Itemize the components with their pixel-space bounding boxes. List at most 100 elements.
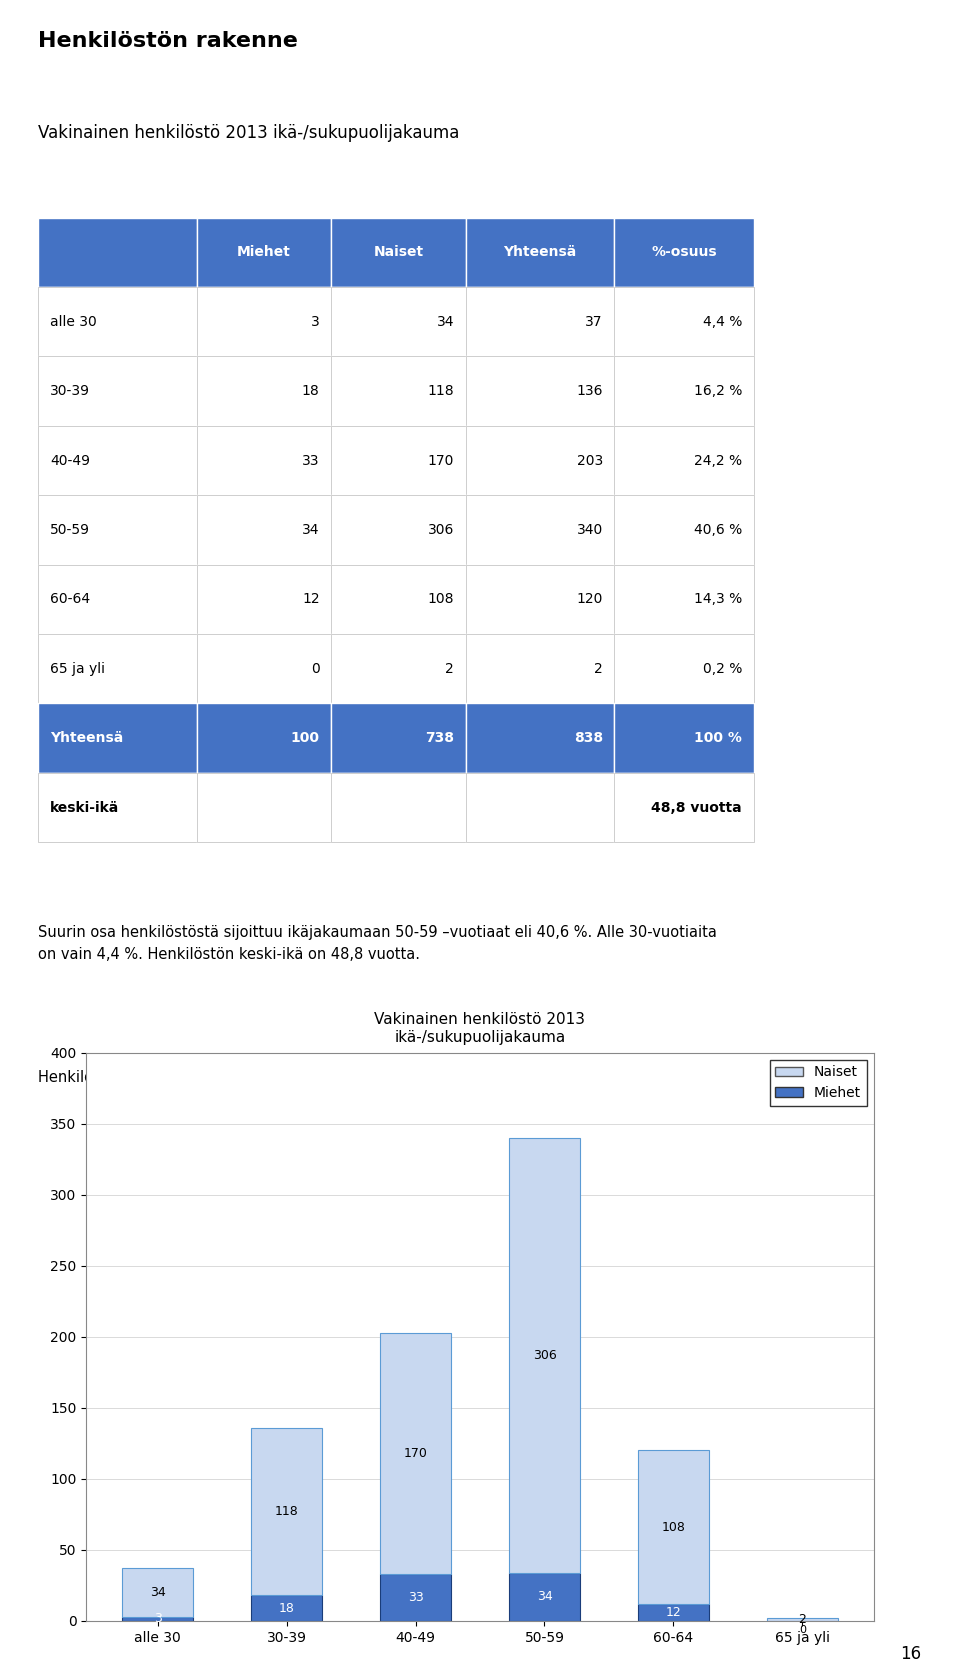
Bar (197, 426, 331, 495)
Text: 100 %: 100 % (694, 732, 742, 745)
Bar (614, 633, 754, 703)
Text: Naiset: Naiset (373, 246, 423, 259)
Bar (38, 633, 197, 703)
Bar (466, 356, 614, 426)
Text: 37: 37 (586, 314, 603, 329)
Bar (638, 1450, 708, 1604)
Bar (197, 774, 331, 842)
Bar (197, 287, 331, 356)
Bar (509, 1138, 580, 1572)
Bar (466, 495, 614, 565)
Text: Miehet: Miehet (237, 246, 291, 259)
Bar (331, 426, 466, 495)
Text: 18: 18 (278, 1601, 295, 1614)
Text: 0: 0 (311, 662, 320, 675)
Bar (197, 495, 331, 565)
Text: 170: 170 (428, 453, 454, 468)
Bar (331, 495, 466, 565)
Bar (38, 495, 197, 565)
Bar (466, 217, 614, 287)
Bar (466, 356, 614, 426)
Bar (466, 774, 614, 842)
Text: Yhteensä: Yhteensä (50, 732, 123, 745)
Bar (38, 565, 197, 633)
Bar (466, 565, 614, 633)
Bar (38, 287, 197, 356)
Bar (614, 703, 754, 774)
Text: 34: 34 (437, 314, 454, 329)
Text: Henkilöstöstä naisia oli 88 % ja miehiä 12 %.: Henkilöstöstä naisia oli 88 % ja miehiä … (38, 1069, 368, 1084)
Text: 4,4 %: 4,4 % (703, 314, 742, 329)
Bar (331, 287, 466, 356)
Bar (380, 1332, 451, 1574)
Text: 65 ja yli: 65 ja yli (50, 662, 105, 675)
Bar (331, 356, 466, 426)
Bar (38, 287, 197, 356)
Text: 40,6 %: 40,6 % (694, 523, 742, 536)
Text: 2: 2 (594, 662, 603, 675)
Text: 3: 3 (154, 1613, 161, 1626)
Text: 2: 2 (445, 662, 454, 675)
Text: 108: 108 (427, 592, 454, 607)
Bar (509, 1572, 580, 1621)
Bar (614, 217, 754, 287)
Bar (614, 495, 754, 565)
Bar (197, 217, 331, 287)
Bar (614, 287, 754, 356)
Bar (466, 287, 614, 356)
Text: 18: 18 (302, 384, 320, 398)
Legend: Naiset, Miehet: Naiset, Miehet (770, 1059, 867, 1106)
Text: 2: 2 (799, 1613, 806, 1626)
Text: 100: 100 (291, 732, 320, 745)
Bar (197, 217, 331, 287)
Bar (466, 287, 614, 356)
Text: 60-64: 60-64 (50, 592, 90, 607)
Bar (614, 565, 754, 633)
Bar (38, 703, 197, 774)
Text: 838: 838 (574, 732, 603, 745)
Title: Vakinainen henkilöstö 2013
ikä-/sukupuolijakauma: Vakinainen henkilöstö 2013 ikä-/sukupuol… (374, 1013, 586, 1044)
Text: 306: 306 (428, 523, 454, 536)
Text: 34: 34 (537, 1591, 552, 1602)
Bar (466, 633, 614, 703)
Bar (38, 217, 197, 287)
Bar (767, 1618, 838, 1621)
Bar (38, 356, 197, 426)
Text: 16: 16 (900, 1644, 922, 1663)
Bar (331, 565, 466, 633)
Bar (252, 1596, 322, 1621)
Text: Vakinainen henkilöstö 2013 ikä-/sukupuolijakauma: Vakinainen henkilöstö 2013 ikä-/sukupuol… (38, 124, 460, 142)
Text: keski-ikä: keski-ikä (50, 800, 119, 814)
Bar (331, 774, 466, 842)
Bar (614, 356, 754, 426)
Bar (331, 774, 466, 842)
Bar (197, 356, 331, 426)
Bar (331, 287, 466, 356)
Text: 30-39: 30-39 (50, 384, 90, 398)
Bar (466, 703, 614, 774)
Bar (614, 703, 754, 774)
Text: %-osuus: %-osuus (651, 246, 717, 259)
Bar (466, 217, 614, 287)
Text: 33: 33 (408, 1591, 423, 1604)
Text: 34: 34 (150, 1586, 165, 1599)
Text: 136: 136 (576, 384, 603, 398)
Text: alle 30: alle 30 (50, 314, 97, 329)
Bar (122, 1616, 193, 1621)
Bar (331, 703, 466, 774)
Bar (614, 565, 754, 633)
Bar (197, 633, 331, 703)
Bar (331, 217, 466, 287)
Bar (38, 356, 197, 426)
Bar (197, 287, 331, 356)
Text: 12: 12 (665, 1606, 682, 1619)
Bar (466, 565, 614, 633)
Text: Henkilöstön rakenne: Henkilöstön rakenne (38, 32, 299, 52)
Bar (614, 495, 754, 565)
Text: 12: 12 (302, 592, 320, 607)
Bar (466, 495, 614, 565)
Bar (614, 633, 754, 703)
Bar (614, 426, 754, 495)
Text: 0: 0 (799, 1626, 805, 1636)
Bar (197, 703, 331, 774)
